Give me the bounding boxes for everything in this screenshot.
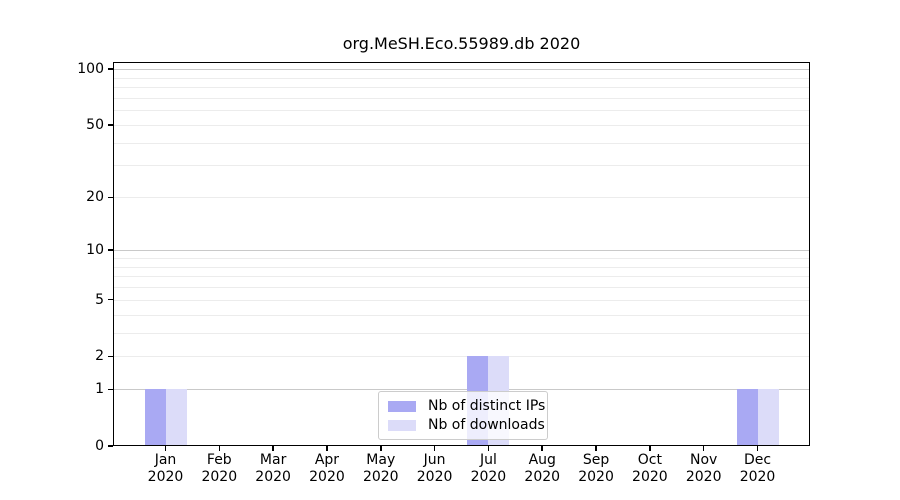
- major-gridline: [113, 250, 810, 252]
- x-tick-year: 2020: [309, 469, 345, 485]
- x-tick-label: Mar 2020: [245, 452, 301, 486]
- minor-gridline: [113, 356, 810, 358]
- minor-gridline: [113, 165, 810, 167]
- x-tick-year: 2020: [632, 469, 668, 485]
- major-gridline: [113, 389, 810, 391]
- x-tick-label: Jun 2020: [407, 452, 463, 486]
- y-tick: [108, 68, 113, 70]
- x-tick: [595, 446, 597, 451]
- x-tick: [164, 446, 167, 451]
- minor-gridline: [113, 257, 810, 259]
- x-tick: [487, 446, 490, 451]
- legend-item-downloads: Nb of downloads: [388, 417, 545, 433]
- x-tick-year: 2020: [578, 469, 614, 485]
- x-tick-label: Aug 2020: [514, 452, 570, 486]
- x-tick-year: 2020: [362, 469, 399, 485]
- legend-item-distinct-ips: Nb of distinct IPs: [388, 398, 545, 414]
- x-tick-label: Sep 2020: [568, 452, 624, 486]
- x-tick-label: Oct 2020: [622, 452, 678, 486]
- x-tick-label: Jan 2020: [138, 452, 194, 486]
- y-tick-label: 100: [77, 61, 104, 77]
- x-tick: [272, 446, 274, 451]
- legend: Nb of distinct IPs Nb of downloads: [378, 391, 548, 440]
- y-tick-label: 20: [86, 189, 104, 206]
- x-tick-year: 2020: [739, 469, 776, 485]
- y-tick: [108, 298, 113, 301]
- y-tick-label: 1: [95, 381, 104, 398]
- y-tick-label: 2: [95, 348, 104, 365]
- minor-gridline: [113, 276, 810, 278]
- x-tick: [326, 446, 328, 451]
- y-tick: [108, 388, 113, 391]
- minor-gridline: [113, 332, 810, 334]
- minor-gridline: [113, 110, 810, 112]
- legend-label-downloads: Nb of downloads: [428, 417, 545, 433]
- minor-gridline: [113, 266, 810, 268]
- x-tick-year: 2020: [685, 469, 722, 485]
- chart-title: org.MeSH.Eco.55989.db 2020: [342, 34, 581, 53]
- y-tick: [108, 196, 113, 199]
- legend-label-distinct-ips: Nb of distinct IPs: [428, 398, 546, 414]
- x-tick: [433, 446, 436, 451]
- x-tick-label: Dec 2020: [730, 452, 786, 486]
- legend-swatch-distinct-ips-icon: [388, 400, 416, 412]
- x-tick-year: 2020: [524, 469, 561, 485]
- x-tick-year: 2020: [416, 469, 453, 485]
- minor-gridline: [113, 142, 810, 144]
- y-tick: [108, 445, 113, 447]
- bar-dec-downloads: [757, 389, 779, 446]
- plot-area: [113, 62, 810, 446]
- minor-gridline: [113, 287, 810, 289]
- y-tick-label: 50: [86, 116, 104, 133]
- bar-dec-distinct-ips: [736, 389, 758, 446]
- y-tick-label: 5: [95, 291, 104, 308]
- x-tick: [756, 446, 759, 451]
- x-tick-year: 2020: [201, 469, 238, 485]
- x-tick: [702, 446, 705, 451]
- major-gridline: [113, 69, 810, 70]
- x-tick: [541, 446, 543, 451]
- x-tick: [649, 446, 651, 451]
- x-tick: [218, 446, 221, 451]
- x-tick-label: Jul 2020: [460, 452, 516, 486]
- minor-gridline: [113, 299, 810, 301]
- legend-swatch-downloads-icon: [388, 419, 416, 431]
- x-tick-label: May 2020: [353, 452, 409, 486]
- x-tick-year: 2020: [147, 469, 184, 485]
- x-tick-label: Nov 2020: [676, 452, 732, 486]
- minor-gridline: [113, 87, 810, 89]
- x-tick-label: Apr 2020: [299, 452, 355, 486]
- minor-gridline: [113, 314, 810, 316]
- bar-jan-downloads: [165, 389, 187, 446]
- x-tick: [380, 446, 382, 451]
- x-tick-year: 2020: [470, 469, 507, 485]
- x-tick-year: 2020: [255, 469, 291, 485]
- y-tick: [108, 355, 113, 357]
- minor-gridline: [113, 77, 810, 79]
- minor-gridline: [113, 197, 810, 199]
- minor-gridline: [113, 124, 810, 126]
- x-tick-label: Feb 2020: [191, 452, 247, 486]
- y-tick-label: 10: [86, 242, 104, 259]
- bar-jan-distinct-ips: [144, 389, 166, 446]
- minor-gridline: [113, 97, 810, 99]
- y-tick: [108, 124, 113, 126]
- y-tick: [108, 249, 113, 251]
- y-tick-label: 0: [95, 438, 104, 454]
